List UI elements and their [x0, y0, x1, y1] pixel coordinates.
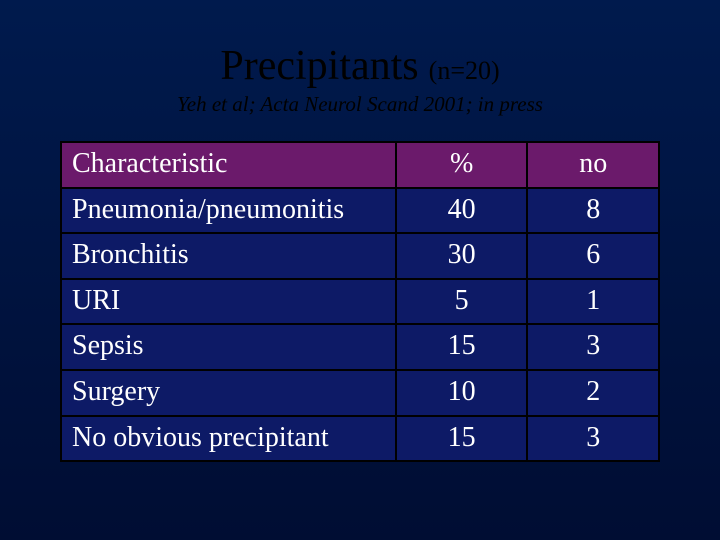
title-paren: (n=20) — [429, 56, 500, 85]
title-block: Precipitants (n=20) Yeh et al; Acta Neur… — [60, 42, 660, 117]
table-row: Pneumonia/pneumonitis408 — [61, 188, 659, 234]
table-cell: URI — [61, 279, 396, 325]
table-row: URI51 — [61, 279, 659, 325]
table-header-cell: % — [396, 142, 528, 188]
table-cell: 1 — [527, 279, 659, 325]
table-cell: Pneumonia/pneumonitis — [61, 188, 396, 234]
table-cell: 40 — [396, 188, 528, 234]
table-row: No obvious precipitant153 — [61, 416, 659, 462]
table-header-row: Characteristic%no — [61, 142, 659, 188]
table-cell: No obvious precipitant — [61, 416, 396, 462]
table-cell: 30 — [396, 233, 528, 279]
title-main: Precipitants — [220, 43, 418, 89]
table-header-cell: no — [527, 142, 659, 188]
table-cell: Bronchitis — [61, 233, 396, 279]
table-cell: 3 — [527, 416, 659, 462]
table-header-cell: Characteristic — [61, 142, 396, 188]
table-row: Surgery102 — [61, 370, 659, 416]
table-cell: 8 — [527, 188, 659, 234]
table-cell: 10 — [396, 370, 528, 416]
table-cell: Surgery — [61, 370, 396, 416]
table-cell: 15 — [396, 324, 528, 370]
table-cell: 6 — [527, 233, 659, 279]
slide: Precipitants (n=20) Yeh et al; Acta Neur… — [0, 0, 720, 540]
title-line: Precipitants (n=20) — [60, 42, 660, 90]
table-row: Sepsis153 — [61, 324, 659, 370]
precipitants-table: Characteristic%noPneumonia/pneumonitis40… — [60, 141, 660, 462]
citation: Yeh et al; Acta Neurol Scand 2001; in pr… — [60, 92, 660, 117]
table-cell: 15 — [396, 416, 528, 462]
table-cell: 2 — [527, 370, 659, 416]
table-body: Characteristic%noPneumonia/pneumonitis40… — [61, 142, 659, 461]
table-row: Bronchitis306 — [61, 233, 659, 279]
table-cell: Sepsis — [61, 324, 396, 370]
table-cell: 3 — [527, 324, 659, 370]
table-cell: 5 — [396, 279, 528, 325]
